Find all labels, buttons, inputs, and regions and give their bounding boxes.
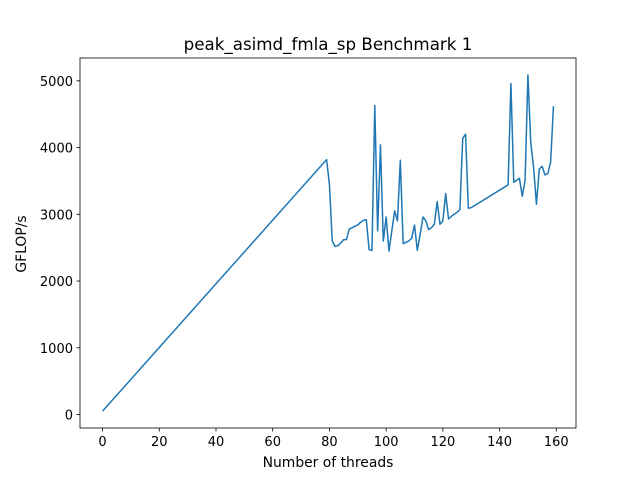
x-tick-label: 140 bbox=[487, 435, 512, 450]
x-tick-label: 40 bbox=[208, 435, 225, 450]
y-tick-label: 1000 bbox=[40, 342, 73, 357]
plot-frame bbox=[79, 57, 577, 429]
x-tick-label: 80 bbox=[321, 435, 338, 450]
x-tick-label: 60 bbox=[264, 435, 281, 450]
y-tick-label: 4000 bbox=[40, 142, 73, 157]
x-tick-label: 120 bbox=[430, 435, 455, 450]
y-tick-label: 2000 bbox=[40, 275, 73, 290]
y-tick-label: 3000 bbox=[40, 208, 73, 223]
data-line bbox=[101, 74, 555, 412]
x-tick-label: 100 bbox=[374, 435, 399, 450]
y-tick-label: 5000 bbox=[40, 75, 73, 90]
x-tick-label: 0 bbox=[98, 435, 106, 450]
y-axis-label: GFLOP/s bbox=[14, 215, 30, 272]
y-tick-label: 0 bbox=[65, 409, 73, 424]
x-tick-label: 160 bbox=[544, 435, 569, 450]
x-axis-label: Number of threads bbox=[263, 455, 394, 471]
x-tick-label: 20 bbox=[151, 435, 168, 450]
chart-title: peak_asimd_fmla_sp Benchmark 1 bbox=[184, 34, 473, 55]
